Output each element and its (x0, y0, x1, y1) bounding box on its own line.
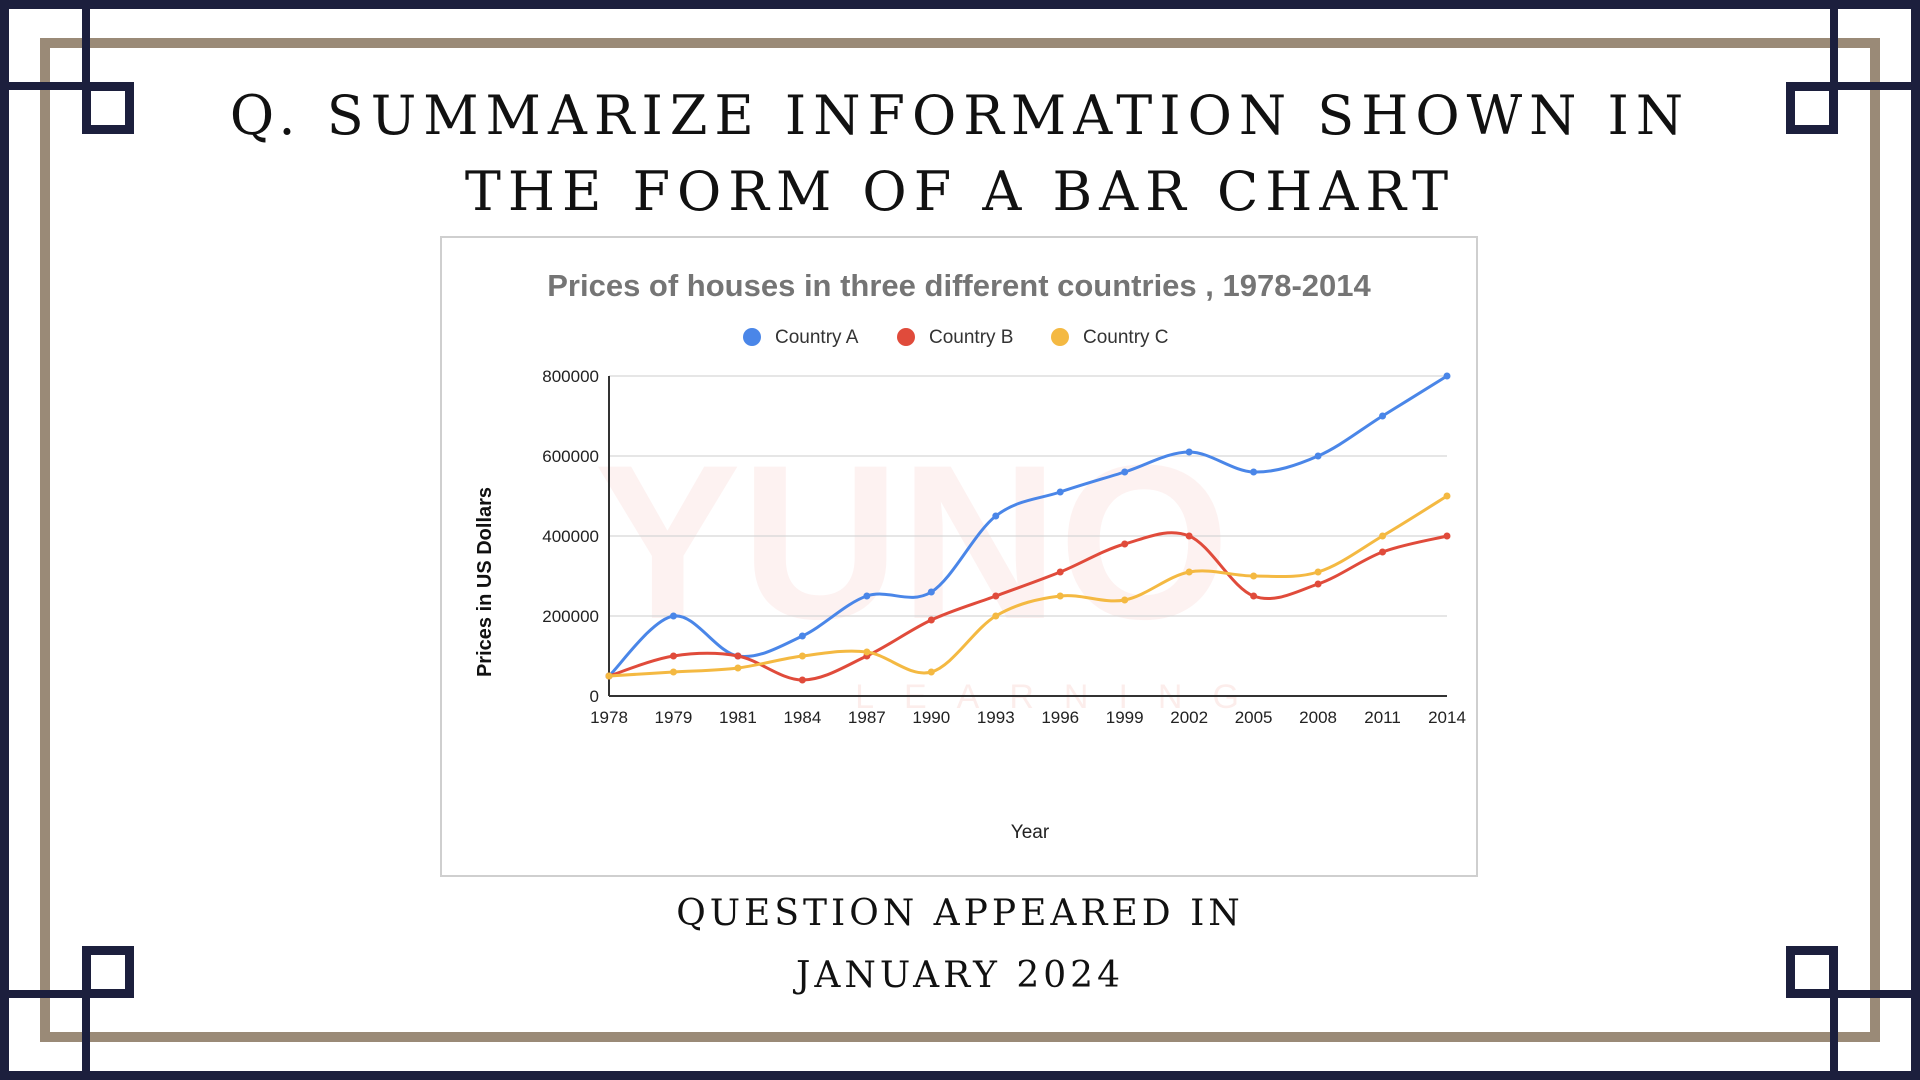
data-point (1056, 568, 1064, 576)
line-chart: YUNO LEARNING Prices of houses in three … (474, 268, 1466, 843)
x-axis-label: Year (1011, 822, 1050, 843)
data-point (669, 612, 677, 620)
footer-line-1: QUESTION APPEARED IN (676, 893, 1244, 934)
x-tick-label: 1987 (848, 708, 886, 727)
footer-line-2: JANUARY 2024 (796, 955, 1124, 996)
x-tick-label: 2002 (1170, 708, 1208, 727)
data-point (1185, 448, 1193, 456)
data-point (734, 652, 742, 660)
y-tick-label: 0 (590, 687, 599, 706)
data-point (992, 512, 1000, 520)
y-tick-label: 600000 (542, 447, 599, 466)
legend-label: Country C (1083, 327, 1169, 348)
data-point (1121, 596, 1129, 604)
legend-label: Country B (929, 327, 1013, 348)
chart-title: Prices of houses in three different coun… (547, 268, 1371, 303)
data-point (1250, 468, 1258, 476)
x-tick-label: 1996 (1041, 708, 1079, 727)
data-point (927, 588, 935, 596)
series-lines (605, 372, 1451, 684)
y-tick-label: 800000 (542, 367, 599, 386)
data-point (927, 616, 935, 624)
data-point (1121, 540, 1129, 548)
series-line-country-b (608, 531, 1448, 682)
x-tick-label: 1993 (977, 708, 1015, 727)
legend-marker (743, 328, 761, 346)
x-tick-label: 1984 (783, 708, 821, 727)
x-tick-label: 2008 (1299, 708, 1337, 727)
corner-line-tr-h (1790, 82, 1920, 90)
data-point (863, 648, 871, 656)
y-axis-ticks: 0 200000 400000 600000 800000 (542, 367, 599, 706)
data-point (1314, 580, 1322, 588)
data-point (1443, 372, 1451, 380)
legend: Country A Country B Country C (743, 327, 1169, 348)
inner-frame (40, 38, 1880, 1042)
data-point (992, 612, 1000, 620)
data-point (1056, 488, 1064, 496)
corner-line-br-h (1790, 990, 1920, 998)
data-point (669, 652, 677, 660)
data-point (1056, 592, 1064, 600)
data-point (1379, 412, 1387, 420)
data-point (1121, 468, 1129, 476)
corner-square-bottom-right (1786, 946, 1838, 998)
legend-marker (1051, 328, 1069, 346)
data-point (669, 668, 677, 676)
corner-line-br-v (1830, 950, 1838, 1080)
y-tick-label: 400000 (542, 527, 599, 546)
x-tick-label: 1981 (719, 708, 757, 727)
data-point (1185, 532, 1193, 540)
data-point (992, 592, 1000, 600)
data-point (605, 672, 613, 680)
x-axis-ticks: 1978 1979 1981 1984 1987 1990 1993 1996 1999 2002… (590, 708, 1466, 727)
corner-line-tl-v (82, 0, 90, 130)
data-point (1443, 492, 1451, 500)
chart-container: YUNO LEARNING Prices of houses in three … (440, 236, 1478, 877)
data-point (1379, 548, 1387, 556)
x-tick-label: 2014 (1428, 708, 1466, 727)
corner-line-tr-v (1830, 0, 1838, 130)
corner-square-bottom-left (82, 946, 134, 998)
legend-marker (897, 328, 915, 346)
data-point (1443, 532, 1451, 540)
data-point (863, 592, 871, 600)
x-tick-label: 1979 (655, 708, 693, 727)
corner-square-top-right (1786, 82, 1838, 134)
data-point (1250, 572, 1258, 580)
gridlines (608, 375, 1447, 697)
data-point (1379, 532, 1387, 540)
corner-line-tl-h (0, 82, 130, 90)
x-tick-label: 2011 (1364, 708, 1401, 727)
data-point (734, 664, 742, 672)
series-line-country-c (608, 494, 1448, 678)
corner-square-top-left (82, 82, 134, 134)
y-tick-label: 200000 (542, 607, 599, 626)
data-point (927, 668, 935, 676)
corner-line-bl-v (82, 950, 90, 1080)
data-point (1314, 568, 1322, 576)
question-title: Q. SUMMARIZE INFORMATION SHOWN IN THE FO… (229, 84, 1691, 223)
x-tick-label: 1999 (1106, 708, 1144, 727)
legend-label: Country A (775, 327, 859, 348)
data-point (798, 652, 806, 660)
data-point (798, 632, 806, 640)
x-tick-label: 1978 (590, 708, 628, 727)
corner-line-bl-h (0, 990, 130, 998)
data-point (1185, 568, 1193, 576)
x-tick-label: 1990 (912, 708, 950, 727)
y-axis-label: Prices in US Dollars (474, 487, 496, 677)
x-tick-label: 2005 (1235, 708, 1273, 727)
data-point (1314, 452, 1322, 460)
data-point (1250, 592, 1258, 600)
data-point (798, 676, 806, 684)
